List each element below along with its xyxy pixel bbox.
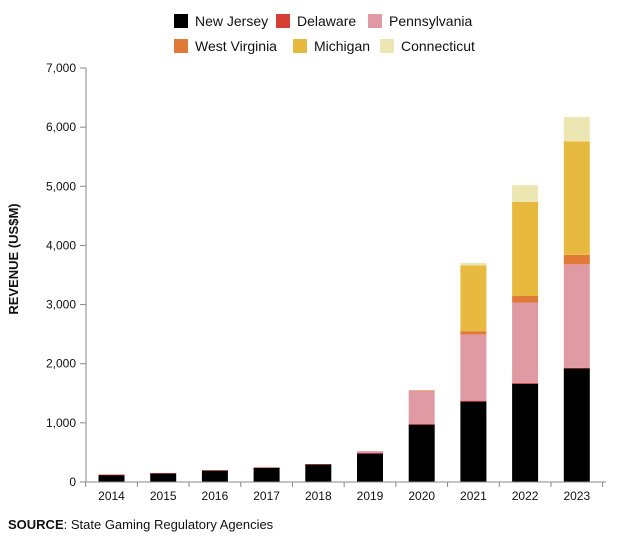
bar-pennsylvania-2022 (512, 302, 539, 383)
x-tick-label: 2017 (253, 489, 280, 503)
legend-label-new-jersey: New Jersey (195, 13, 268, 29)
legend-swatch-west-virginia (174, 39, 188, 53)
source-note: SOURCE: State Gaming Regulatory Agencies (8, 517, 273, 532)
bar-west-virginia-2022 (512, 296, 539, 303)
legend-label-west-virginia: West Virginia (195, 38, 277, 54)
bar-delaware-2017 (253, 467, 280, 468)
bar-new-jersey-2023 (563, 368, 590, 482)
y-tick-label: 7,000 (46, 61, 76, 75)
bar-stacks (98, 117, 590, 482)
legend-label-michigan: Michigan (314, 38, 370, 54)
x-tick-label: 2019 (357, 489, 384, 503)
y-axis-title: REVENUE (US$M) (6, 203, 21, 314)
bar-delaware-2023 (563, 367, 590, 369)
legend-swatch-connecticut (380, 39, 394, 53)
y-tick-label: 4,000 (46, 238, 76, 252)
legend-label-pennsylvania: Pennsylvania (389, 13, 472, 29)
bar-new-jersey-2014 (98, 474, 125, 482)
bar-new-jersey-2017 (253, 467, 280, 482)
bar-new-jersey-2018 (305, 464, 332, 482)
bar-west-virginia-2021 (460, 331, 487, 335)
bar-delaware-2022 (512, 382, 539, 384)
bar-pennsylvania-2020 (408, 390, 435, 425)
bar-connecticut-2023 (563, 117, 590, 142)
bar-michigan-2021 (460, 265, 487, 332)
legend-swatch-pennsylvania (368, 14, 382, 28)
y-tick-label: 6,000 (46, 120, 76, 134)
bar-delaware-2018 (305, 464, 332, 465)
x-tick-label: 2023 (563, 489, 590, 503)
bar-new-jersey-2019 (357, 453, 383, 482)
bar-michigan-2023 (563, 141, 590, 255)
x-tick-label: 2020 (408, 489, 435, 503)
bar-pennsylvania-2023 (563, 264, 590, 368)
chart-legend: New Jersey Delaware Pennsylvania West Virgi… (174, 13, 475, 54)
source-label: SOURCE (8, 517, 64, 532)
bar-new-jersey-2015 (150, 473, 177, 482)
y-tick-label: 0 (69, 475, 76, 489)
y-tick-label: 3,000 (46, 298, 76, 312)
bar-pennsylvania-2019 (357, 451, 383, 454)
chart-axes: 0 1,000 2,000 3,000 4,000 5,000 6,000 7,000 2014… (46, 61, 606, 503)
legend-label-delaware: Delaware (297, 13, 356, 29)
legend-swatch-delaware (276, 14, 290, 28)
bar-new-jersey-2021 (460, 401, 487, 482)
x-tick-label: 2016 (202, 489, 229, 503)
legend-label-connecticut: Connecticut (401, 38, 475, 54)
x-tick-label: 2014 (98, 489, 125, 503)
bar-delaware-2019 (357, 453, 383, 454)
bar-pennsylvania-2021 (460, 334, 487, 401)
bar-connecticut-2021 (460, 262, 487, 266)
bar-michigan-2022 (512, 201, 539, 296)
bar-delaware-2021 (460, 400, 487, 402)
bar-new-jersey-2022 (512, 383, 539, 482)
x-tick-label: 2021 (460, 489, 487, 503)
bar-new-jersey-2020 (408, 424, 435, 482)
bar-delaware-2014 (98, 474, 125, 476)
x-tick-label: 2022 (512, 489, 539, 503)
x-tick-label: 2015 (150, 489, 177, 503)
y-tick-label: 1,000 (46, 416, 76, 430)
bar-connecticut-2022 (512, 185, 539, 202)
bar-west-virginia-2020 (408, 390, 435, 391)
bar-new-jersey-2016 (201, 470, 228, 482)
legend-swatch-new-jersey (174, 14, 188, 28)
y-tick-label: 2,000 (46, 357, 76, 371)
bar-delaware-2015 (150, 473, 177, 474)
bar-delaware-2020 (408, 424, 435, 425)
legend-swatch-michigan (293, 39, 307, 53)
source-text: : State Gaming Regulatory Agencies (63, 517, 274, 532)
bar-west-virginia-2023 (563, 254, 590, 265)
bar-delaware-2016 (201, 470, 228, 471)
y-tick-label: 5,000 (46, 179, 76, 193)
x-tick-label: 2018 (305, 489, 332, 503)
